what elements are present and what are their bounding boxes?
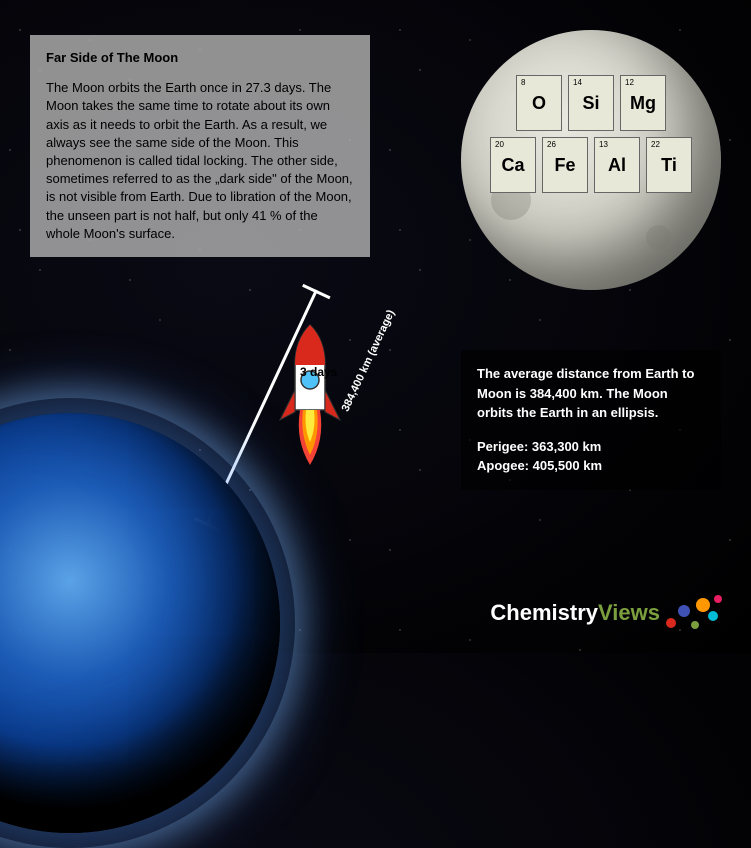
logo-dots-icon <box>666 593 726 633</box>
info-title: Far Side of The Moon <box>46 49 354 67</box>
apogee-value: Apogee: 405,500 km <box>477 456 705 476</box>
element-oxygen: 8O <box>516 75 562 131</box>
distance-info-box: The average distance from Earth to Moon … <box>461 350 721 490</box>
rocket-icon <box>270 320 350 470</box>
logo-text: ChemistryViews <box>490 600 660 626</box>
element-iron: 26Fe <box>542 137 588 193</box>
element-tiles: 8O 14Si 12Mg 20Ca 26Fe 13Al 22Ti <box>481 75 701 199</box>
perigee-value: Perigee: 363,300 km <box>477 437 705 457</box>
element-row-1: 8O 14Si 12Mg <box>481 75 701 131</box>
info-body: The Moon orbits the Earth once in 27.3 d… <box>46 80 353 241</box>
rocket-travel-time-label: 3 days <box>300 365 337 379</box>
element-titanium: 22Ti <box>646 137 692 193</box>
element-row-2: 20Ca 26Fe 13Al 22Ti <box>481 137 701 193</box>
element-calcium: 20Ca <box>490 137 536 193</box>
element-aluminum: 13Al <box>594 137 640 193</box>
element-silicon: 14Si <box>568 75 614 131</box>
earth-graphic <box>0 413 280 833</box>
chemistryviews-logo: ChemistryViews <box>490 593 726 633</box>
distance-description: The average distance from Earth to Moon … <box>477 364 705 423</box>
element-magnesium: 12Mg <box>620 75 666 131</box>
far-side-info-box: Far Side of The Moon The Moon orbits the… <box>30 35 370 257</box>
